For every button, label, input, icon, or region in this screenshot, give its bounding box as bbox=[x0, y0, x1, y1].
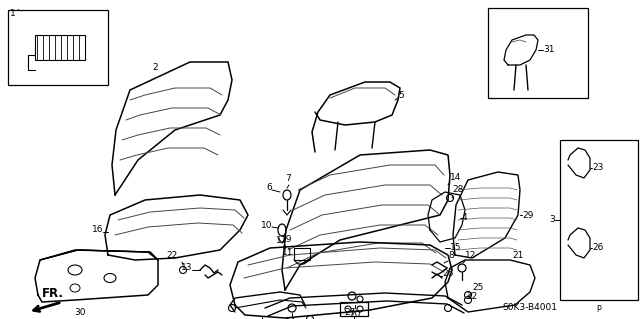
Text: 8: 8 bbox=[448, 251, 454, 260]
Text: 11: 11 bbox=[282, 248, 294, 257]
Text: 30: 30 bbox=[74, 308, 86, 317]
Text: 31: 31 bbox=[543, 46, 554, 55]
Text: 4: 4 bbox=[462, 213, 468, 222]
Text: 24: 24 bbox=[284, 318, 296, 319]
Text: 26: 26 bbox=[442, 270, 453, 278]
Text: 5: 5 bbox=[398, 91, 404, 100]
Text: 22: 22 bbox=[467, 292, 477, 301]
Text: 17: 17 bbox=[276, 236, 288, 245]
Bar bbox=[340, 302, 368, 316]
Text: 6: 6 bbox=[266, 183, 272, 192]
Bar bbox=[35, 35, 85, 60]
Text: 13: 13 bbox=[180, 263, 192, 272]
Text: 19: 19 bbox=[280, 235, 292, 244]
Text: 20: 20 bbox=[349, 310, 361, 319]
Text: 16: 16 bbox=[92, 226, 103, 234]
Bar bbox=[488, 8, 588, 98]
Text: 15: 15 bbox=[450, 243, 461, 253]
Text: 25: 25 bbox=[472, 283, 483, 292]
Text: p: p bbox=[596, 303, 601, 312]
Bar bbox=[560, 140, 638, 300]
Bar bbox=[294, 248, 310, 260]
Text: 21: 21 bbox=[512, 251, 524, 260]
Text: 7: 7 bbox=[285, 174, 291, 183]
Text: FR.: FR. bbox=[42, 287, 64, 300]
Text: 1: 1 bbox=[10, 9, 16, 18]
Text: 10: 10 bbox=[260, 220, 272, 229]
Text: 14: 14 bbox=[450, 174, 461, 182]
Text: 26: 26 bbox=[592, 243, 604, 253]
Text: 28: 28 bbox=[452, 185, 463, 194]
Text: 22: 22 bbox=[167, 251, 178, 260]
Text: 23: 23 bbox=[592, 164, 604, 173]
Text: 12: 12 bbox=[465, 251, 476, 260]
Text: 27: 27 bbox=[344, 308, 356, 317]
Text: 3: 3 bbox=[549, 216, 555, 225]
Text: 29: 29 bbox=[522, 211, 533, 219]
Bar bbox=[8, 10, 108, 85]
Text: 2: 2 bbox=[152, 63, 158, 72]
Text: S0K3-B4001: S0K3-B4001 bbox=[502, 303, 557, 312]
